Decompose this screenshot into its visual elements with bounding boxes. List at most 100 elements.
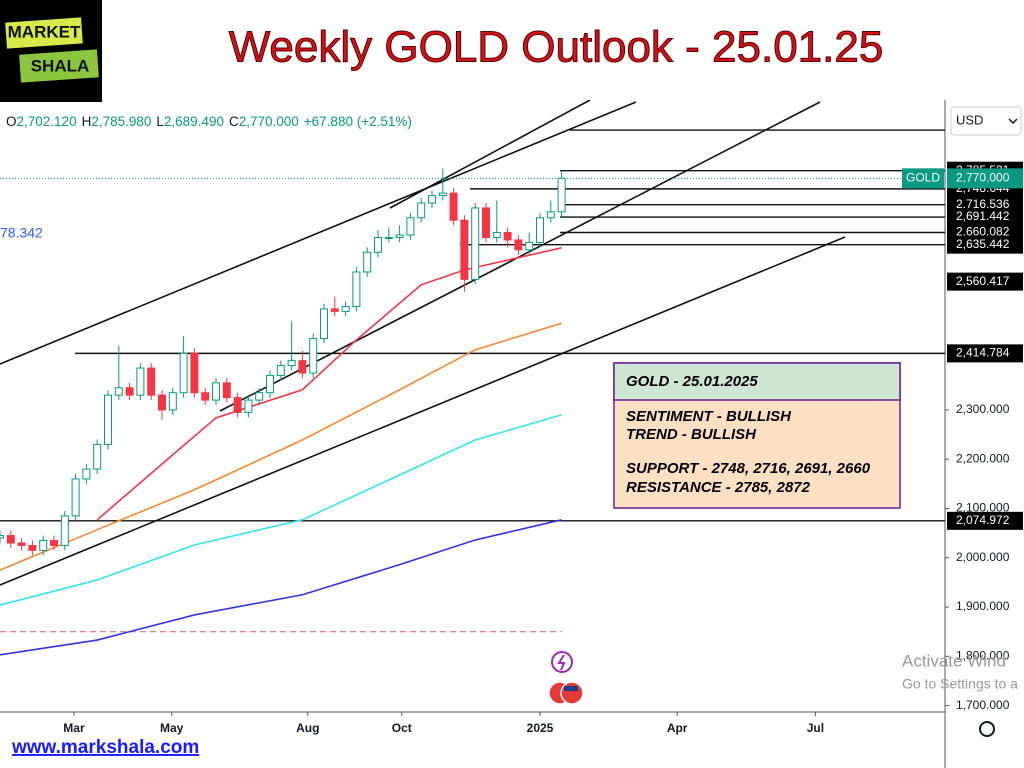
candle-body — [276, 365, 285, 376]
candle-body — [482, 207, 490, 238]
symbol-tag-bg — [902, 168, 944, 189]
watermark: Go to Settings to a — [902, 676, 1018, 692]
moving-average — [0, 519, 562, 656]
last-price-bg — [947, 168, 1023, 189]
currency-label: USD — [956, 112, 983, 127]
candle-body — [363, 251, 372, 273]
candle-body — [244, 399, 253, 413]
candle-body — [212, 382, 220, 401]
x-tick-label: Aug — [296, 721, 319, 735]
level-label: 2,691.442 — [956, 209, 1010, 223]
candle-body — [406, 217, 415, 236]
moving-average — [96, 247, 562, 521]
y-tick-label: 1,700.000 — [956, 698, 1010, 712]
candle-body — [320, 308, 328, 339]
candle-body — [147, 367, 156, 396]
flag-icon-part — [564, 686, 578, 691]
candle-body — [525, 241, 534, 251]
watermark: Activate Wind — [902, 651, 1006, 670]
candle-body — [417, 202, 426, 219]
level-label-bg — [947, 208, 1023, 227]
candle-body — [136, 367, 145, 396]
settings-icon[interactable] — [979, 721, 995, 737]
ohlc-value: 2,702.120 — [17, 114, 77, 129]
y-tick-label: 2,300.000 — [956, 402, 1010, 416]
x-tick-label: Mar — [63, 721, 85, 735]
y-tick-label: 2,000.000 — [956, 550, 1010, 564]
candle-body — [104, 394, 112, 445]
website-link[interactable]: www.markshala.com — [11, 737, 199, 758]
candle-body — [255, 392, 264, 401]
currency-button[interactable] — [950, 106, 1022, 136]
candle-body — [114, 387, 123, 396]
candle-body — [168, 392, 177, 411]
flag-icon[interactable] — [560, 681, 584, 705]
level-label-bg — [947, 272, 1023, 291]
last-price-label: 2,770.000 — [956, 171, 1010, 185]
ohlc-key: H — [82, 114, 92, 129]
analysis-line: RESISTANCE - 2785, 2872 — [626, 479, 811, 496]
trend-line — [0, 101, 637, 365]
candle-body — [190, 352, 199, 394]
ohlc-key: C — [229, 114, 239, 129]
trend-lines — [0, 100, 846, 586]
plot — [0, 129, 945, 656]
candle-body — [341, 305, 350, 312]
candle-body — [179, 352, 188, 394]
ohlc-value: 2,770.000 — [239, 114, 299, 129]
level-label-bg — [947, 344, 1023, 363]
candle-body — [330, 308, 339, 312]
candle-body — [233, 397, 242, 413]
candle-body — [395, 234, 404, 238]
title: Weekly GOLD Outlook - 25.01.25 — [229, 23, 884, 72]
x-tick-label: May — [160, 721, 184, 735]
candle-body — [287, 360, 296, 367]
ohlc-key: O — [6, 114, 17, 129]
x-tick-label: Apr — [667, 721, 688, 735]
logo-text: MARKET — [8, 22, 81, 41]
ohlc-value: +67.880 (+2.51%) — [304, 114, 412, 129]
analysis-box: GOLD - 25.01.2025 SENTIMENT - BULLISH TR… — [613, 362, 901, 509]
analysis-heading-bg — [613, 362, 901, 401]
symbol-tag: GOLD — [906, 171, 940, 185]
level-label: 2,716.536 — [956, 197, 1010, 211]
candle-body — [201, 392, 210, 401]
analysis-line: SUPPORT - 2748, 2716, 2691, 2660 — [626, 460, 871, 477]
candle-body — [222, 382, 231, 399]
price-axis: 1,700.000 1,800.000 1,900.000 2,000.000 2,10… — [902, 161, 1023, 712]
candle-body — [82, 468, 91, 480]
candle-body — [6, 535, 15, 544]
moving-average — [0, 322, 562, 571]
candle-body — [17, 542, 26, 546]
candle-body — [384, 236, 393, 239]
level-label: 2,560.417 — [956, 274, 1010, 288]
logo-band — [19, 49, 99, 83]
trend-line — [0, 236, 846, 586]
candle-body — [557, 177, 566, 213]
candle-body — [449, 192, 458, 221]
candle-body — [514, 239, 523, 251]
level-label: 2,414.784 — [956, 346, 1010, 360]
candle-body — [309, 337, 318, 374]
candle-body — [460, 219, 469, 280]
candle-body — [492, 232, 501, 238]
candle-body — [125, 387, 134, 396]
candle-body — [546, 211, 555, 219]
y-tick-label: 2,100.000 — [956, 501, 1010, 515]
level-label-bg — [947, 235, 1023, 254]
trend-line — [389, 100, 591, 209]
level-label: 2,660.082 — [956, 225, 1010, 239]
candle-body — [374, 236, 382, 253]
ohlc-value: 2,785.980 — [91, 114, 151, 129]
event-icon-bolt — [557, 654, 566, 671]
ohlc-value: 2,689.490 — [164, 114, 224, 129]
candle-body — [536, 217, 544, 243]
candle-body — [158, 394, 166, 411]
y-tick-label: 2,200.000 — [956, 451, 1010, 465]
ohlc-key: L — [156, 114, 164, 129]
x-tick-label: Oct — [392, 721, 412, 735]
x-tick-label: Jul — [807, 721, 824, 735]
candle-body — [39, 540, 48, 551]
candle-body — [471, 207, 480, 280]
